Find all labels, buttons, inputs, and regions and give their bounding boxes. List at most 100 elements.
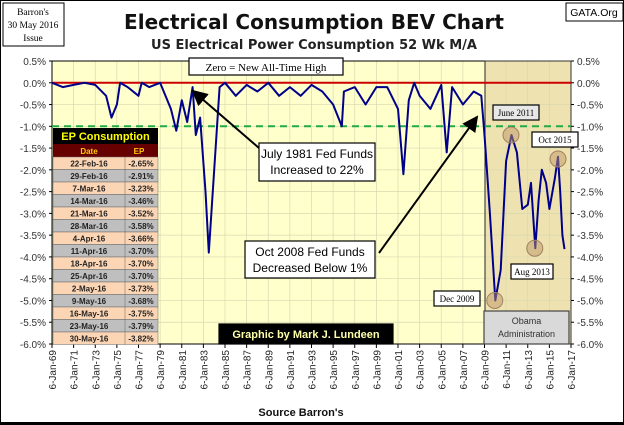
x-tick-label: 6-Jan-81	[178, 350, 189, 390]
table-row	[52, 331, 159, 345]
y-tick-label-right: -5.0%	[577, 296, 603, 307]
table-cell-ep: -3.70%	[128, 260, 153, 269]
x-tick-label: 6-Jan-13	[524, 350, 535, 390]
y-tick-label-left: 0.0%	[23, 79, 46, 90]
arrow-july-1981	[191, 89, 260, 149]
table-cell-ep: -3.58%	[128, 222, 153, 231]
y-tick-label-left: -3.0%	[20, 209, 46, 220]
x-tick-label: 6-Jan-15	[545, 350, 556, 390]
table-title-bg	[53, 128, 158, 144]
june-2011-label-text: June 2011	[498, 108, 534, 118]
table-cell-ep: -3.68%	[128, 297, 153, 306]
aug-2013-label-text: Aug 2013	[514, 267, 550, 277]
table-cell-ep: -3.82%	[128, 335, 153, 344]
oct-2008-note-text: Oct 2008 Fed Funds	[255, 245, 364, 259]
y-tick-label-right: 0.0%	[577, 79, 600, 90]
table-header-ep: EP	[134, 147, 145, 156]
y-tick-label-right: -4.0%	[577, 253, 603, 264]
table-cell-date: 21-Mar-16	[70, 210, 108, 219]
y-tick-label-left: -5.0%	[20, 296, 46, 307]
table-cell-date: 18-Apr-16	[71, 260, 108, 269]
issue-box	[2, 2, 65, 47]
x-tick-label: 6-Jan-93	[308, 350, 319, 390]
zero-note-box	[188, 57, 344, 76]
july-1981-note-text: Increased to 22%	[270, 163, 364, 177]
dec-2009-label-box	[433, 290, 481, 307]
source-label: Source Barron's	[258, 407, 343, 419]
table-cell-date: 22-Feb-16	[70, 160, 108, 169]
x-tick-label: 6-Jan-07	[459, 350, 470, 390]
highlight-circle	[486, 291, 504, 309]
y-tick-label-left: -5.5%	[20, 318, 46, 329]
y-tick-label-right: -0.5%	[577, 101, 603, 112]
table-cell-date: 16-May-16	[70, 310, 109, 319]
x-tick-label: 6-Jan-11	[502, 350, 513, 389]
highlight-circle	[549, 150, 567, 168]
y-tick-label-right: -3.5%	[577, 231, 603, 242]
table-cell-ep: -3.73%	[128, 285, 153, 294]
y-tick-label-left: -4.5%	[20, 275, 46, 286]
table-cell-ep: -3.70%	[128, 247, 153, 256]
x-tick-label: 6-Jan-01	[394, 350, 405, 390]
y-tick-label-right: -4.5%	[577, 275, 603, 286]
y-tick-label-right: -1.5%	[577, 144, 603, 155]
x-tick-label: 6-Jan-97	[351, 350, 362, 390]
credit-box	[218, 323, 394, 345]
chart-title: Electrical Consumption BEV Chart	[124, 10, 504, 34]
zero-note-text: Zero = New All-Time High	[206, 62, 327, 74]
y-tick-label-right: -3.0%	[577, 209, 603, 220]
highlight-circle	[526, 239, 544, 257]
table-cell-ep: -3.23%	[128, 185, 153, 194]
x-tick-label: 6-Jan-75	[113, 350, 124, 390]
highlight-circle	[502, 126, 520, 144]
series-line-ep-consumption	[51, 81, 566, 302]
x-tick-label: 6-Jan-73	[91, 350, 102, 390]
table-cell-date: 23-May-16	[70, 322, 109, 331]
obama-administration-label-text: Administration	[498, 329, 555, 339]
y-tick-label-left: 0.5%	[23, 57, 46, 68]
table-cell-ep: -3.70%	[128, 272, 153, 281]
obama-administration-label-box	[483, 310, 570, 345]
oct-2015-label-box	[531, 131, 579, 148]
x-tick-label: 6-Jan-03	[416, 350, 427, 390]
oct-2008-note-text: Decreased Below 1%	[253, 261, 368, 275]
july-1981-note-text: July 1981 Fed Funds	[261, 147, 373, 161]
oct-2015-label-text: Oct 2015	[538, 135, 572, 145]
table-cell-date: 11-Apr-16	[71, 247, 108, 256]
table-cell-date: 28-Mar-16	[70, 222, 108, 231]
table-cell-ep: -3.66%	[128, 235, 153, 244]
issue-text: 30 May 2016	[8, 21, 59, 31]
y-tick-label-left: -4.0%	[20, 253, 46, 264]
site-label: GATA.Org	[570, 7, 618, 19]
table-cell-ep: -2.91%	[128, 172, 153, 181]
table-cell-ep: -2.65%	[128, 160, 153, 169]
y-tick-label-right: -1.0%	[577, 122, 603, 133]
table-cell-date: 29-Feb-16	[70, 172, 108, 181]
table-cell-date: 25-Apr-16	[71, 272, 108, 281]
y-tick-label-right: -5.5%	[577, 318, 603, 329]
x-tick-label: 6-Jan-05	[437, 350, 448, 390]
x-tick-label: 6-Jan-95	[329, 350, 340, 390]
y-tick-label-left: -3.5%	[20, 231, 46, 242]
table-cell-ep: -3.79%	[128, 322, 153, 331]
dec-2009-label-text: Dec 2009	[440, 294, 475, 304]
arrow-oct-2008	[378, 115, 479, 254]
issue-text: Barron's	[17, 8, 49, 18]
y-tick-label-left: -2.5%	[20, 188, 46, 199]
table-cell-ep: -3.52%	[128, 210, 153, 219]
oct-2008-note-box	[244, 240, 376, 279]
x-tick-label: 6-Jan-89	[264, 350, 275, 390]
x-tick-label: 6-Jan-71	[70, 350, 81, 390]
table-title: EP Consumption	[61, 131, 150, 143]
x-tick-label: 6-Jan-69	[48, 350, 59, 390]
table-cell-date: 4-Apr-16	[73, 235, 106, 244]
y-tick-label-right: -6.0%	[577, 340, 603, 351]
july-1981-note-box	[258, 142, 376, 182]
y-tick-label-right: 0.5%	[577, 57, 600, 68]
table-header-date: Date	[80, 147, 98, 156]
x-tick-label: 6-Jan-83	[199, 350, 210, 390]
y-tick-label-left: -1.5%	[20, 144, 46, 155]
table-cell-ep: -3.75%	[128, 310, 153, 319]
